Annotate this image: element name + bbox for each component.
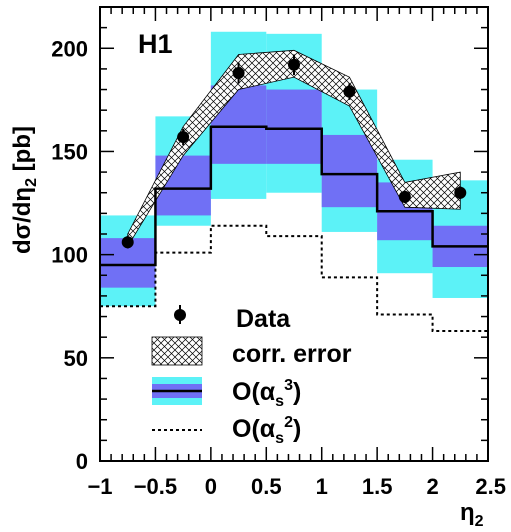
x-tick-label: −1 — [87, 474, 112, 499]
x-tick-label: 1 — [316, 474, 328, 499]
data-point — [288, 58, 300, 71]
y-axis-label: dσ/dη2 [pb] — [9, 126, 40, 254]
legend-lo: O(αs2) — [152, 414, 301, 447]
data-point — [454, 186, 467, 199]
legend-nlo-label: O(αs3) — [232, 377, 301, 410]
bands — [100, 31, 488, 307]
legend-data: Data — [174, 305, 291, 333]
y-tick-label: 150 — [51, 139, 88, 164]
nlo-inner-band-bin — [321, 134, 378, 208]
x-tick-labels: −1 −0.5 0 0.5 1 1.5 2 2.5 — [87, 474, 506, 499]
legend: Data corr. error O(αs3) O(αs2) — [151, 305, 352, 447]
x-tick-label: 0.5 — [251, 474, 282, 499]
y-tick-label: 200 — [51, 36, 88, 61]
data-points — [121, 54, 467, 249]
legend-data-label: Data — [236, 305, 291, 333]
experiment-label: H1 — [138, 29, 173, 59]
legend-data-marker — [174, 309, 186, 321]
lines — [100, 125, 488, 332]
data-point — [121, 236, 134, 249]
y-tick-label: 0 — [76, 449, 88, 474]
legend-nlo: O(αs3) — [152, 377, 301, 410]
data-point — [177, 131, 190, 144]
legend-hatch-swatch — [151, 336, 203, 366]
x-axis-label: η2 — [460, 499, 484, 530]
x-tick-label: 2 — [426, 474, 438, 499]
legend-corr-error-label: corr. error — [232, 340, 352, 368]
legend-lo-label: O(αs2) — [232, 414, 301, 447]
x-tick-label: −0.5 — [134, 474, 177, 499]
nlo-central-line — [100, 125, 488, 267]
corr-error-band — [127, 49, 461, 248]
legend-corr-error: corr. error — [151, 336, 352, 368]
axis-ticks — [99, 6, 489, 462]
data-point — [232, 67, 245, 80]
nlo-inner-band-bin — [266, 89, 322, 164]
y-tick-labels: 0 50 100 150 200 — [51, 36, 88, 474]
x-tick-label: 1.5 — [362, 474, 393, 499]
lo-dashed-line — [100, 224, 488, 332]
data-point — [398, 190, 411, 203]
data-point — [343, 85, 356, 98]
y-tick-label: 100 — [51, 243, 88, 268]
x-tick-label: 2.5 — [475, 474, 506, 499]
x-tick-label: 0 — [205, 474, 217, 499]
y-tick-label: 50 — [64, 346, 88, 371]
